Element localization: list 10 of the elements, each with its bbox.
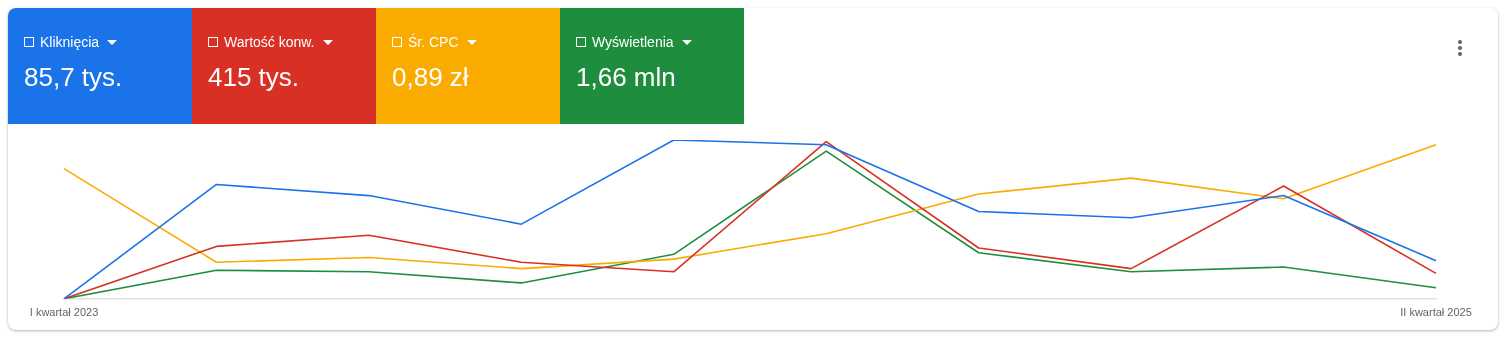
- x-tick-label: I kwartał 2023: [29, 306, 99, 319]
- text: 85,7 tys.: [24, 62, 124, 93]
- legend-label: Wyświetlenia: [592, 34, 674, 50]
- text: 1,66 mln: [576, 62, 677, 93]
- legend-label: Wartość konw.: [224, 34, 315, 50]
- text: 0,89 zł: [392, 62, 470, 93]
- legend-label: Śr. CPC: [408, 34, 459, 50]
- legend-label: Kliknięcia: [40, 34, 100, 50]
- x-tick-label: II kwartał 2025: [1400, 306, 1472, 319]
- text: 415 tys.: [208, 62, 301, 93]
